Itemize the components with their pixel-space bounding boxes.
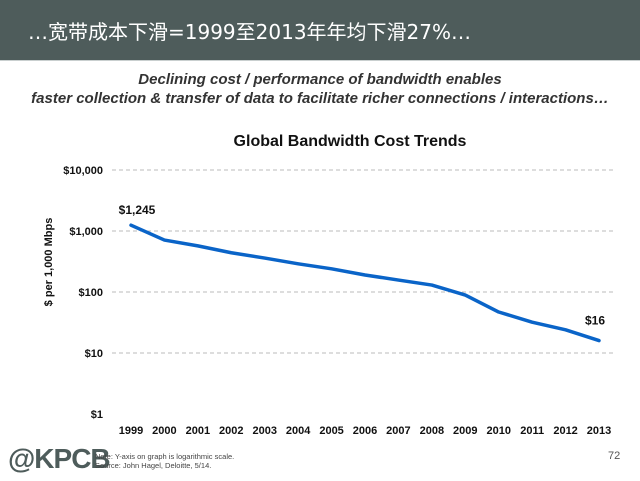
- y-tick-label: $10: [85, 348, 103, 360]
- y-tick-label: $100: [79, 287, 103, 299]
- x-tick-label: 2007: [386, 425, 410, 437]
- y-tick-label: $10,000: [63, 165, 103, 177]
- footnote: Note: Y-axis on graph is logarithmic sca…: [95, 452, 234, 470]
- subtitle-line-1: Declining cost / performance of bandwidt…: [138, 71, 502, 88]
- x-tick-label: 2003: [252, 425, 276, 437]
- x-tick-label: 2004: [286, 425, 311, 437]
- data-label: $1,245: [119, 203, 156, 217]
- x-tick-label: 2002: [219, 425, 243, 437]
- x-tick-label: 2013: [587, 425, 611, 437]
- chart-title: Global Bandwidth Cost Trends: [234, 133, 467, 150]
- x-tick-label: 1999: [119, 425, 143, 437]
- header-bar: …宽带成本下滑=1999至2013年年均下滑27%…: [0, 0, 640, 61]
- x-tick-label: 2000: [152, 425, 176, 437]
- kpcb-logo: @KPCB: [8, 443, 111, 474]
- x-tick-label: 2009: [453, 425, 477, 437]
- y-axis-label: $ per 1,000 Mbps: [43, 218, 55, 307]
- slide-title: …宽带成本下滑=1999至2013年年均下滑27%…: [28, 20, 472, 44]
- note-text: Note: Y-axis on graph is logarithmic sca…: [95, 452, 235, 461]
- x-tick-label: 2006: [353, 425, 377, 437]
- source-text: Source: John Hagel, Deloitte, 5/14.: [95, 461, 212, 470]
- x-tick-label: 2005: [319, 425, 343, 437]
- page-number: 72: [608, 450, 621, 462]
- series-line: [129, 223, 601, 343]
- x-tick-label: 2010: [486, 425, 510, 437]
- y-tick-label: $1,000: [69, 226, 103, 238]
- y-tick-label: $1: [91, 409, 103, 421]
- x-tick-label: 2008: [420, 425, 444, 437]
- subtitle: Declining cost / performance of bandwidt…: [0, 70, 640, 108]
- data-label: $16: [585, 314, 605, 328]
- x-tick-label: 2012: [553, 425, 577, 437]
- x-tick-label: 2001: [186, 425, 210, 437]
- x-tick-label: 2011: [520, 425, 544, 437]
- subtitle-line-2: faster collection & transfer of data to …: [31, 90, 609, 107]
